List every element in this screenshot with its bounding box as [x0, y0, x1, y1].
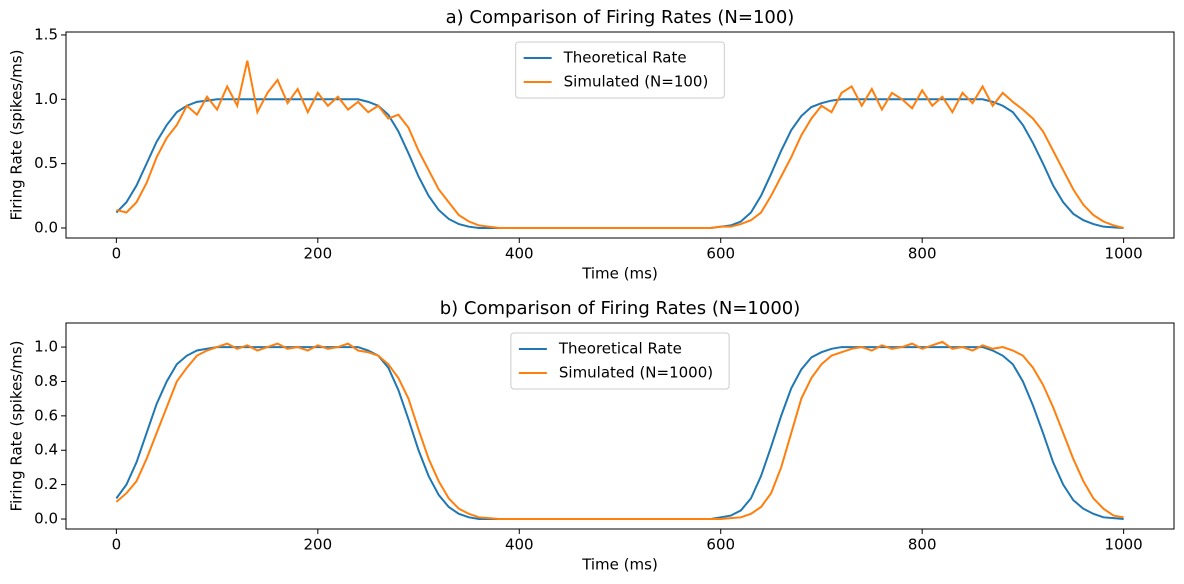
x-tick-label: 1000 [1105, 536, 1143, 554]
y-tick-label: 0.4 [34, 441, 58, 459]
legend-label: Theoretical Rate [558, 340, 682, 358]
y-tick-label: 1.5 [34, 25, 58, 43]
axes-frame [65, 31, 1175, 239]
y-tick-label: 0.6 [34, 406, 58, 424]
y-tick-label: 0.2 [34, 475, 58, 493]
legend-box [515, 41, 725, 99]
x-tick-label: 1000 [1105, 245, 1143, 263]
series-line [116, 60, 1124, 229]
legend: Theoretical Rate Simulated (N=1000) [510, 332, 730, 390]
y-tick-label: 0.5 [34, 154, 58, 172]
x-axis-label: Time (ms) [581, 265, 658, 283]
chart-title: b) Comparison of Firing Rates (N=1000) [440, 298, 801, 319]
x-tick-label: 0 [112, 536, 122, 554]
y-tick-label: 1.0 [34, 338, 58, 356]
legend: Theoretical Rate Simulated (N=100) [515, 41, 725, 99]
y-axis-label: Firing Rate (spikes/ms) [8, 341, 26, 512]
y-axis-label: Firing Rate (spikes/ms) [8, 50, 26, 221]
x-tick-label: 800 [908, 245, 937, 263]
x-tick-label: 200 [303, 245, 332, 263]
axes-frame [65, 322, 1175, 530]
legend-box [510, 332, 730, 390]
chart-title: a) Comparison of Firing Rates (N=100) [446, 7, 795, 28]
legend-label: Theoretical Rate [563, 49, 687, 67]
x-axis-label: Time (ms) [581, 556, 658, 574]
y-tick-label: 0.0 [34, 218, 58, 236]
legend-label: Simulated (N=1000) [559, 364, 713, 382]
y-tick-label: 0.8 [34, 372, 58, 390]
x-tick-label: 800 [908, 536, 937, 554]
y-tick-label: 0.0 [34, 510, 58, 528]
x-tick-label: 600 [706, 536, 735, 554]
y-tick-label: 1.0 [34, 90, 58, 108]
x-tick-label: 400 [505, 536, 534, 554]
series-line [115, 98, 1124, 229]
x-tick-label: 0 [112, 245, 122, 263]
x-tick-label: 400 [505, 245, 534, 263]
x-tick-label: 200 [303, 536, 332, 554]
series-line [115, 340, 1124, 521]
legend-label: Simulated (N=100) [564, 73, 709, 91]
x-tick-label: 600 [706, 245, 735, 263]
